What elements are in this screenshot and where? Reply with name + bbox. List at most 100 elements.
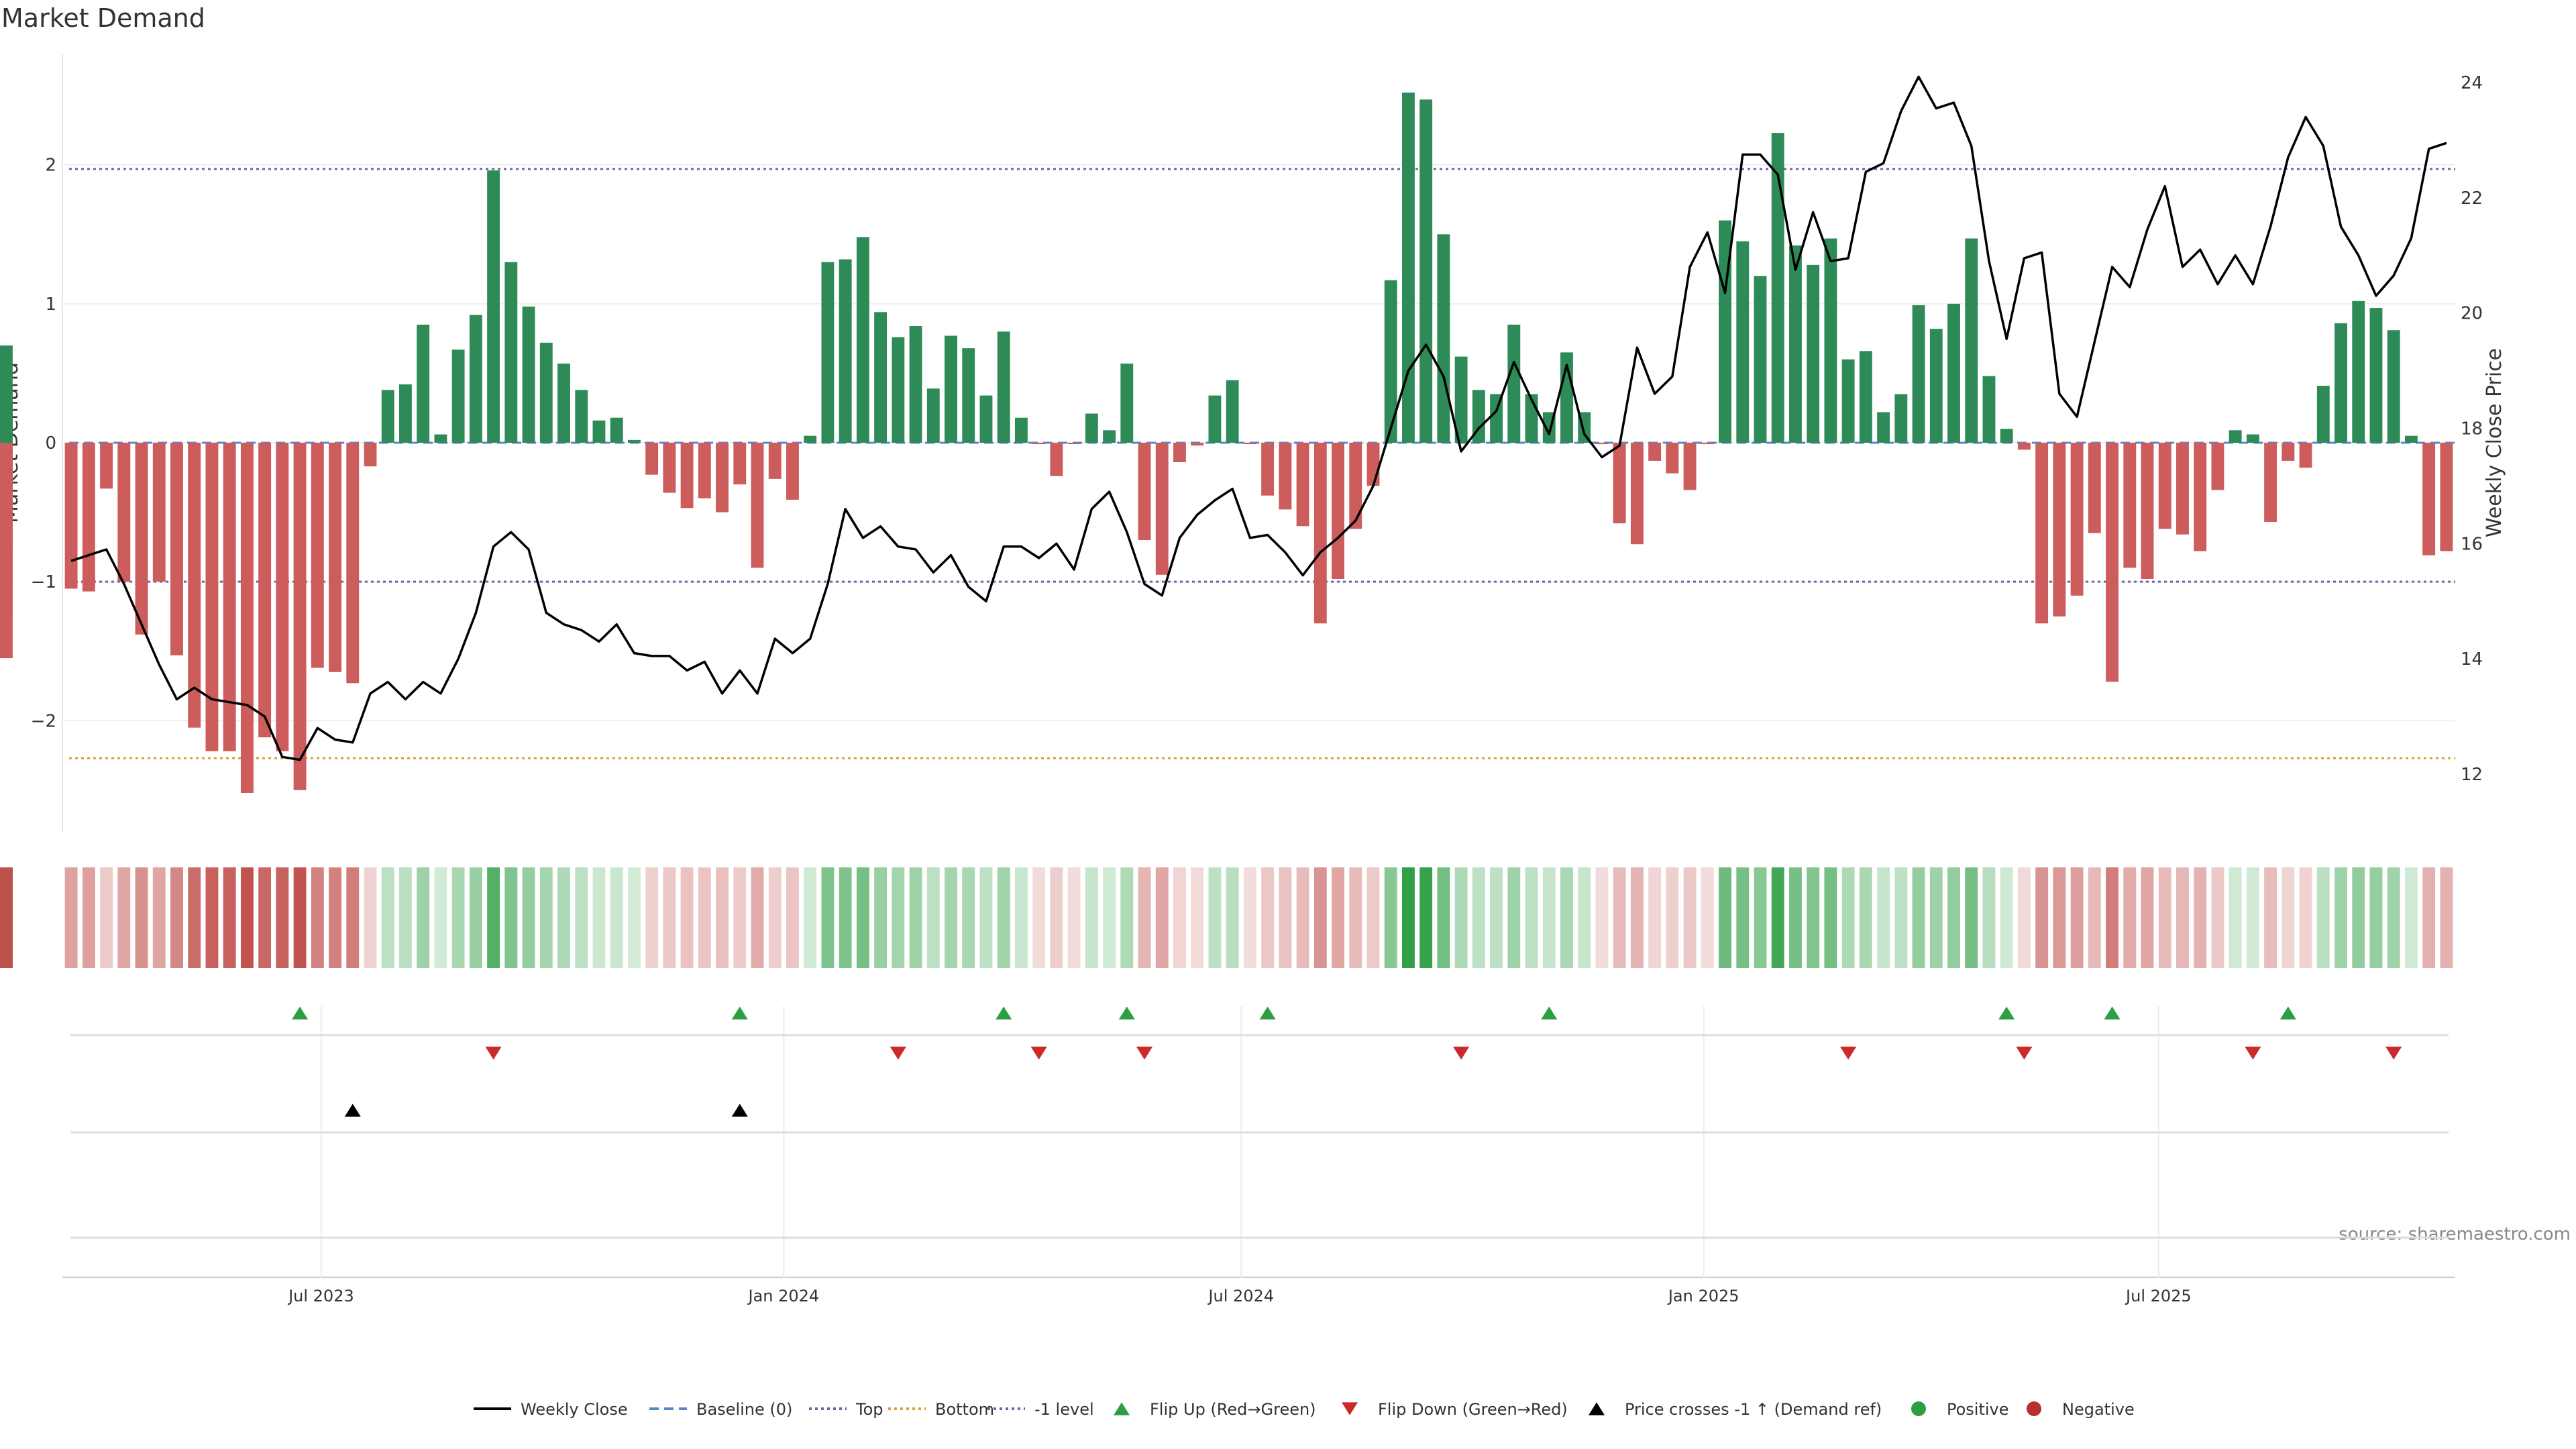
heat-cell <box>1982 867 1996 968</box>
heat-cell <box>2017 867 2031 968</box>
heat-cell <box>539 867 553 968</box>
demand-bar <box>1419 99 1433 443</box>
heat-cell <box>1736 867 1750 968</box>
heat-cell <box>1719 867 1731 968</box>
demand-bar <box>522 307 535 443</box>
flip-up-marker <box>2279 1006 2296 1020</box>
heat-cell <box>680 867 694 968</box>
heat-cell <box>962 867 975 968</box>
demand-bar <box>1138 443 1151 540</box>
legend-label: Bottom <box>935 1400 994 1419</box>
demand-bar <box>258 443 272 738</box>
heat-cell <box>1859 867 1872 968</box>
heat-cell <box>1243 867 1256 968</box>
flip-down-marker <box>2245 1046 2261 1060</box>
demand-bar <box>100 443 113 489</box>
demand-bar <box>1243 443 1256 445</box>
heat-cell <box>997 867 1010 968</box>
price-series <box>70 75 2447 761</box>
heat-cell <box>1138 867 1151 968</box>
demand-bar <box>2035 443 2049 624</box>
demand-bar <box>1789 245 1802 443</box>
heat-cell <box>1103 867 1116 968</box>
heat-cell <box>2440 867 2453 968</box>
demand-bar <box>2053 443 2066 616</box>
demand-bar <box>0 443 13 585</box>
price-cross-marker <box>731 1104 748 1117</box>
heat-cell <box>768 867 782 968</box>
y-tick-label: −2 <box>31 711 56 731</box>
demand-bar <box>399 384 412 443</box>
y-tick-label: −1 <box>31 572 56 592</box>
demand-bar <box>188 443 201 728</box>
heat-cell <box>2035 867 2049 968</box>
legend-label: Flip Down (Green→Red) <box>1378 1400 1568 1419</box>
heat-cell <box>2299 867 2312 968</box>
flip-up-marker <box>1998 1006 2015 1020</box>
demand-bar <box>1982 376 1996 443</box>
demand-bar <box>1103 430 1116 443</box>
heat-cell <box>1208 867 1222 968</box>
legend-label: Flip Up (Red→Green) <box>1150 1400 1316 1419</box>
demand-bar <box>1208 395 1222 443</box>
demand-bar <box>2229 430 2242 443</box>
heat-cell <box>417 867 430 968</box>
heat-cell <box>1613 867 1626 968</box>
heat-cell <box>926 867 940 968</box>
demand-bar <box>2264 443 2277 523</box>
heat-cell <box>1437 867 1450 968</box>
heat-cell <box>1490 867 1503 968</box>
demand-bar <box>786 443 799 500</box>
legend-label: Top <box>855 1400 883 1419</box>
heat-cell <box>1578 867 1591 968</box>
demand-bar <box>1701 443 1714 445</box>
heat-cell <box>892 867 905 968</box>
flip-down-marker <box>2385 1046 2402 1060</box>
demand-bar <box>469 315 482 443</box>
heat-cell <box>2194 867 2207 968</box>
demand-bar <box>698 443 711 498</box>
demand-bar <box>0 391 13 443</box>
heat-cell <box>135 867 148 968</box>
price-cross-marker <box>344 1104 361 1117</box>
demand-bar <box>1120 363 1134 443</box>
demand-bar <box>627 439 641 443</box>
heat-cell <box>188 867 201 968</box>
heat-cell <box>751 867 764 968</box>
heat-cell <box>1824 867 1837 968</box>
flip-down-marker <box>890 1046 906 1060</box>
heat-cell <box>733 867 747 968</box>
heat-cell <box>1771 867 1784 968</box>
heat-cell <box>839 867 852 968</box>
flip-up-marker <box>2104 1006 2121 1020</box>
demand-bar <box>1173 443 1186 462</box>
flip-down-marker <box>485 1046 502 1060</box>
demand-bar <box>1279 443 1292 510</box>
legend-swatch <box>1114 1402 1130 1415</box>
demand-bar <box>856 237 869 443</box>
demand-bar <box>2088 443 2101 533</box>
heat-cell <box>170 867 183 968</box>
heat-cell <box>716 867 729 968</box>
heat-cell <box>856 867 869 968</box>
demand-bar <box>293 443 307 790</box>
heat-cell <box>2387 867 2400 968</box>
heat-cell <box>2229 867 2242 968</box>
y-tick-label: 2 <box>45 156 56 176</box>
heat-cell <box>1648 867 1662 968</box>
x-tick-label: Jan 2024 <box>747 1287 819 1305</box>
heat-cell <box>663 867 676 968</box>
demand-bar <box>2017 443 2031 450</box>
demand-bar <box>1929 329 1943 443</box>
event-markers <box>292 1006 2402 1117</box>
demand-bar <box>1349 443 1362 529</box>
legend-swatch <box>2027 1401 2041 1416</box>
demand-bar <box>2176 443 2189 535</box>
demand-bar <box>2211 443 2224 490</box>
demand-bar <box>539 342 553 443</box>
demand-bar <box>1877 412 1890 443</box>
demand-bar <box>117 443 131 582</box>
heat-cell <box>1261 867 1275 968</box>
demand-bar <box>1754 276 1767 443</box>
demand-bar <box>1155 443 1169 575</box>
